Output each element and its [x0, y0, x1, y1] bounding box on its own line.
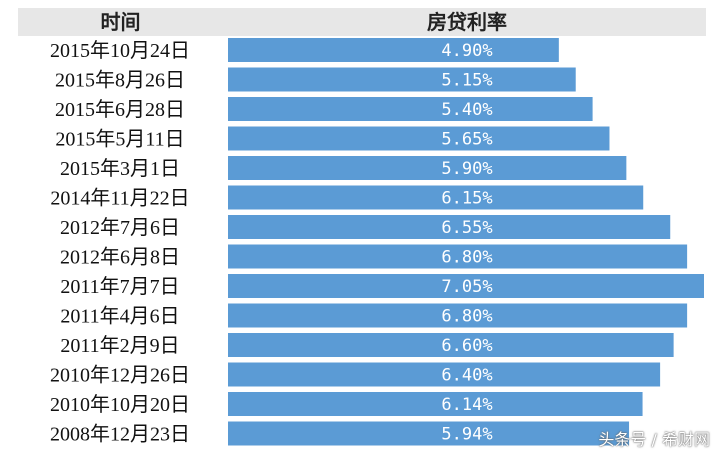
- header-band: [18, 8, 706, 36]
- data-label: 6.40%: [441, 366, 492, 386]
- data-label: 6.80%: [441, 248, 492, 268]
- bar: [228, 97, 593, 121]
- bar: [228, 421, 630, 446]
- category-label: 2014年11月22日: [50, 187, 189, 210]
- bar: [228, 362, 661, 387]
- bar: [228, 126, 610, 151]
- category-label: 2008年12月23日: [50, 423, 190, 446]
- data-label: 5.15%: [441, 71, 492, 91]
- category-label: 2015年5月11日: [55, 128, 184, 151]
- bar: [228, 274, 704, 298]
- data-label: 6.15%: [441, 189, 492, 209]
- bar: [228, 303, 688, 328]
- bar: [228, 156, 627, 180]
- category-label: 2015年8月26日: [55, 69, 185, 92]
- category-label: 2015年10月24日: [50, 39, 190, 62]
- data-label: 5.90%: [441, 159, 492, 179]
- category-label: 2011年7月7日: [60, 275, 179, 298]
- bar: [228, 333, 674, 357]
- watermark: 头条号 / 希财网: [598, 430, 710, 449]
- data-label: 7.05%: [441, 277, 492, 297]
- bar: [228, 215, 671, 239]
- data-label: 5.40%: [441, 100, 492, 120]
- data-label: 6.60%: [441, 336, 492, 356]
- category-label: 2010年12月26日: [50, 364, 190, 387]
- bar: [228, 244, 688, 269]
- data-label: 5.94%: [441, 425, 492, 445]
- bar: [228, 67, 576, 92]
- category-label: 2010年10月20日: [50, 393, 190, 416]
- data-label: 6.80%: [441, 307, 492, 327]
- category-label: 2015年3月1日: [60, 157, 180, 180]
- header-rate: 房贷利率: [427, 10, 507, 34]
- data-label: 5.65%: [441, 130, 492, 150]
- data-label: 6.14%: [441, 395, 492, 415]
- data-label: 6.55%: [441, 218, 492, 238]
- category-label: 2011年2月9日: [60, 334, 179, 357]
- bar: [228, 185, 644, 210]
- category-label: 2015年6月28日: [55, 98, 185, 121]
- data-label: 4.90%: [441, 41, 492, 61]
- bar: [228, 392, 643, 416]
- bar: [228, 38, 559, 62]
- header-time: 时间: [100, 10, 141, 34]
- category-label: 2012年7月6日: [60, 216, 180, 239]
- category-label: 2012年6月8日: [60, 246, 180, 269]
- category-label: 2011年4月6日: [60, 305, 179, 328]
